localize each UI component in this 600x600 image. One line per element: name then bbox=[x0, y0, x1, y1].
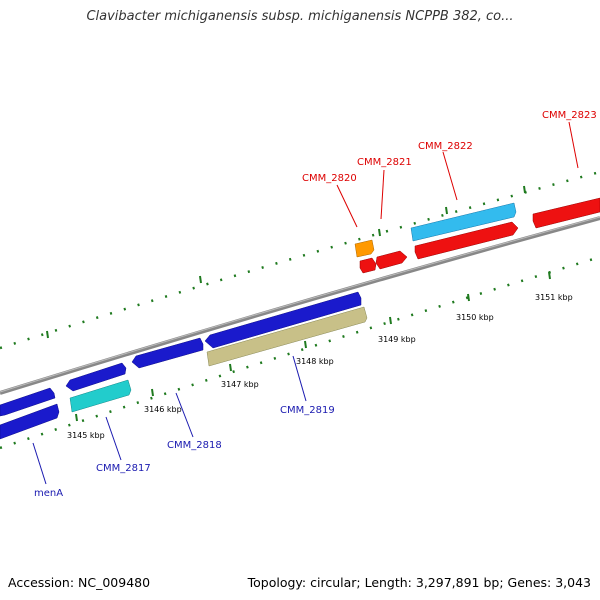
gene-block-cyan[interactable] bbox=[69, 379, 132, 413]
gene-label-cmm2817[interactable]: CMM_2817 bbox=[96, 463, 151, 474]
inner-tick-arc bbox=[0, 255, 600, 450]
topology-summary: Topology: circular; Length: 3,297,891 bp… bbox=[247, 575, 591, 590]
gene-block-red[interactable] bbox=[375, 250, 408, 270]
kbp-label: 3148 kbp bbox=[296, 357, 334, 366]
gene-block-blue[interactable] bbox=[65, 362, 127, 392]
gene-label-cmm2822[interactable]: CMM_2822 bbox=[418, 141, 473, 152]
gene-label-cmm2821[interactable]: CMM_2821 bbox=[357, 157, 412, 168]
kbp-label: 3146 kbp bbox=[144, 405, 182, 414]
kbp-label: 3145 kbp bbox=[67, 431, 105, 440]
map-title: Clavibacter michiganensis subsp. michiga… bbox=[86, 9, 514, 24]
reverse-strand-genes[interactable] bbox=[0, 202, 517, 440]
accession-text: Accession: NC_009480 bbox=[8, 575, 151, 590]
gene-leader-lines bbox=[32, 121, 579, 485]
kbp-label: 3147 kbp bbox=[221, 380, 259, 389]
genome-backbone bbox=[0, 216, 600, 395]
inner-major-ticks bbox=[75, 271, 551, 422]
kbp-label: 3151 kbp bbox=[535, 293, 573, 302]
forward-strand-genes[interactable] bbox=[0, 197, 600, 417]
gene-block-orange[interactable] bbox=[354, 239, 375, 258]
outer-major-ticks bbox=[46, 185, 526, 339]
gene-block-red[interactable] bbox=[359, 257, 377, 274]
gene-label-mena[interactable]: menA bbox=[34, 488, 63, 499]
gene-block-tan[interactable] bbox=[206, 306, 368, 367]
gene-label-cmm2819[interactable]: CMM_2819 bbox=[280, 405, 335, 416]
gene-block-red[interactable] bbox=[414, 221, 519, 260]
gene-block-blue[interactable] bbox=[0, 403, 60, 440]
gene-block-blue[interactable] bbox=[0, 387, 56, 417]
kbp-label: 3150 kbp bbox=[456, 313, 494, 322]
gene-label-cmm2820[interactable]: CMM_2820 bbox=[302, 173, 357, 184]
gene-labels: menA CMM_2817 CMM_2818 CMM_2819 CMM_2820… bbox=[34, 110, 597, 499]
genome-backbone-shine bbox=[0, 216, 600, 393]
gene-block-blue[interactable] bbox=[204, 291, 362, 349]
kbp-label: 3149 kbp bbox=[378, 335, 416, 344]
gene-block-red[interactable] bbox=[532, 197, 600, 229]
gene-block-sky[interactable] bbox=[410, 202, 517, 242]
kbp-labels: 3145 kbp 3146 kbp 3147 kbp 3148 kbp 3149… bbox=[67, 293, 573, 440]
gene-label-cmm2823[interactable]: CMM_2823 bbox=[542, 110, 597, 121]
gene-label-cmm2818[interactable]: CMM_2818 bbox=[167, 440, 222, 451]
gene-block-blue[interactable] bbox=[131, 337, 204, 369]
